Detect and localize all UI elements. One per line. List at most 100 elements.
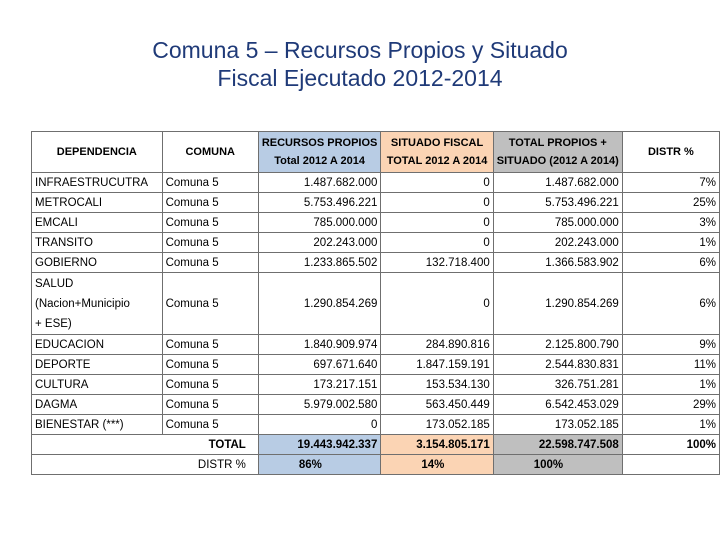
cell-recursos-propios: 697.671.640	[257, 354, 382, 375]
cell-total: 6.542.453.029	[492, 394, 623, 415]
cell-dependencia: TRANSITO	[31, 232, 163, 253]
cell-recursos-propios: 1.233.865.502	[257, 252, 382, 273]
cell-comuna: Comuna 5	[161, 172, 259, 193]
header-recursos-propios: RECURSOS PROPIOS Total 2012 A 2014	[257, 131, 382, 173]
distr-row: DISTR % 86% 14% 100%	[31, 454, 720, 475]
table-row: EDUCACION Comuna 5 1.840.909.974 284.890…	[31, 334, 720, 355]
cell-dependencia: CULTURA	[31, 374, 163, 395]
cell-total: 2.125.800.790	[492, 334, 623, 355]
header-dependencia: DEPENDENCIA	[31, 131, 163, 173]
table-row: GOBIERNO Comuna 5 1.233.865.502 132.718.…	[31, 252, 720, 273]
cell-comuna: Comuna 5	[161, 232, 259, 253]
cell-dependencia: BIENESTAR (***)	[31, 414, 163, 435]
cell-distr: 1%	[621, 374, 720, 395]
cell-comuna: Comuna 5	[161, 354, 259, 375]
cell-comuna: Comuna 5	[161, 272, 259, 335]
cell-dependencia: DEPORTE	[31, 354, 163, 375]
cell-comuna: Comuna 5	[161, 192, 259, 213]
cell-total: 2.544.830.831	[492, 354, 623, 375]
cell-total: 1.366.583.902	[492, 252, 623, 273]
header-tp-line2: SITUADO (2012 A 2014)	[496, 155, 619, 167]
slide-title-line2: Fiscal Ejecutado 2012-2014	[217, 65, 503, 91]
cell-dependencia: INFRAESTRUCUTRA	[31, 172, 163, 193]
table-row: METROCALI Comuna 5 5.753.496.221 0 5.753…	[31, 192, 720, 213]
distr-total: 100%	[492, 454, 623, 475]
total-distr: 100%	[621, 434, 720, 455]
table-row: DAGMA Comuna 5 5.979.002.580 563.450.449…	[31, 394, 720, 415]
cell-total: 326.751.281	[492, 374, 623, 395]
cell-recursos-propios: 0	[257, 414, 382, 435]
total-situado-fiscal: 3.154.805.171	[380, 434, 494, 455]
cell-recursos-propios: 202.243.000	[257, 232, 382, 253]
header-rp-line2: Total 2012 A 2014	[274, 155, 365, 167]
cell-dependencia-line1: SALUD	[35, 277, 74, 290]
cell-distr: 1%	[621, 414, 720, 435]
cell-distr: 3%	[621, 212, 720, 233]
header-total-propios: TOTAL PROPIOS + SITUADO (2012 A 2014)	[492, 131, 623, 173]
cell-distr: 9%	[621, 334, 720, 355]
cell-recursos-propios: 1.487.682.000	[257, 172, 382, 193]
cell-total: 785.000.000	[492, 212, 623, 233]
cell-total: 5.753.496.221	[492, 192, 623, 213]
cell-recursos-propios: 1.290.854.269	[257, 272, 382, 335]
table-row: INFRAESTRUCUTRA Comuna 5 1.487.682.000 0…	[31, 172, 720, 193]
table-row: BIENESTAR (***) Comuna 5 0 173.052.185 1…	[31, 414, 720, 435]
table-row: TRANSITO Comuna 5 202.243.000 0 202.243.…	[31, 232, 720, 253]
header-sf-line1: SITUADO FISCAL	[390, 137, 484, 149]
header-situado-fiscal: SITUADO FISCAL TOTAL 2012 A 2014	[380, 131, 494, 173]
cell-distr: 25%	[621, 192, 720, 213]
header-sf-line2: TOTAL 2012 A 2014	[386, 155, 488, 167]
table-row: SALUD (Nacion+Municipio + ESE) Comuna 5 …	[31, 272, 720, 335]
total-label: TOTAL	[31, 434, 259, 455]
distr-situado-fiscal: 14%	[380, 454, 494, 475]
table-header-row: DEPENDENCIA COMUNA RECURSOS PROPIOS Tota…	[31, 131, 720, 173]
cell-total: 202.243.000	[492, 232, 623, 253]
header-distr: DISTR %	[621, 131, 720, 173]
cell-situado-fiscal: 0	[380, 212, 494, 233]
cell-comuna: Comuna 5	[161, 252, 259, 273]
cell-recursos-propios: 785.000.000	[257, 212, 382, 233]
cell-distr: 1%	[621, 232, 720, 253]
cell-recursos-propios: 173.217.151	[257, 374, 382, 395]
cell-dependencia-line3: + ESE)	[35, 317, 72, 330]
cell-distr: 11%	[621, 354, 720, 375]
cell-dependencia: EDUCACION	[31, 334, 163, 355]
header-tp-line1: TOTAL PROPIOS +	[508, 137, 607, 149]
budget-table: DEPENDENCIA COMUNA RECURSOS PROPIOS Tota…	[31, 131, 720, 475]
cell-distr: 7%	[621, 172, 720, 193]
cell-recursos-propios: 5.979.002.580	[257, 394, 382, 415]
total-recursos-propios: 19.443.942.337	[257, 434, 382, 455]
cell-dependencia-line2: (Nacion+Municipio	[35, 297, 130, 310]
cell-dependencia: SALUD (Nacion+Municipio + ESE)	[31, 272, 163, 335]
cell-comuna: Comuna 5	[161, 394, 259, 415]
distr-recursos-propios: 86%	[257, 454, 382, 475]
cell-situado-fiscal: 563.450.449	[380, 394, 494, 415]
cell-situado-fiscal: 132.718.400	[380, 252, 494, 273]
cell-recursos-propios: 5.753.496.221	[257, 192, 382, 213]
cell-distr: 6%	[621, 272, 720, 335]
cell-distr: 29%	[621, 394, 720, 415]
cell-total: 1.487.682.000	[492, 172, 623, 193]
cell-distr: 6%	[621, 252, 720, 273]
cell-comuna: Comuna 5	[161, 334, 259, 355]
cell-total: 173.052.185	[492, 414, 623, 435]
cell-dependencia: EMCALI	[31, 212, 163, 233]
cell-comuna: Comuna 5	[161, 414, 259, 435]
cell-situado-fiscal: 284.890.816	[380, 334, 494, 355]
cell-total: 1.290.854.269	[492, 272, 623, 335]
cell-recursos-propios: 1.840.909.974	[257, 334, 382, 355]
cell-situado-fiscal: 1.847.159.191	[380, 354, 494, 375]
cell-situado-fiscal: 0	[380, 172, 494, 193]
cell-dependencia: METROCALI	[31, 192, 163, 213]
slide-title-line1: Comuna 5 – Recursos Propios y Situado	[152, 37, 568, 63]
cell-situado-fiscal: 153.534.130	[380, 374, 494, 395]
cell-dependencia: DAGMA	[31, 394, 163, 415]
cell-comuna: Comuna 5	[161, 212, 259, 233]
distr-label: DISTR %	[31, 454, 259, 475]
table-row: DEPORTE Comuna 5 697.671.640 1.847.159.1…	[31, 354, 720, 375]
slide-title: Comuna 5 – Recursos Propios y Situado Fi…	[0, 36, 720, 92]
table-row: CULTURA Comuna 5 173.217.151 153.534.130…	[31, 374, 720, 395]
cell-comuna: Comuna 5	[161, 374, 259, 395]
cell-situado-fiscal: 0	[380, 232, 494, 253]
total-total: 22.598.747.508	[492, 434, 623, 455]
